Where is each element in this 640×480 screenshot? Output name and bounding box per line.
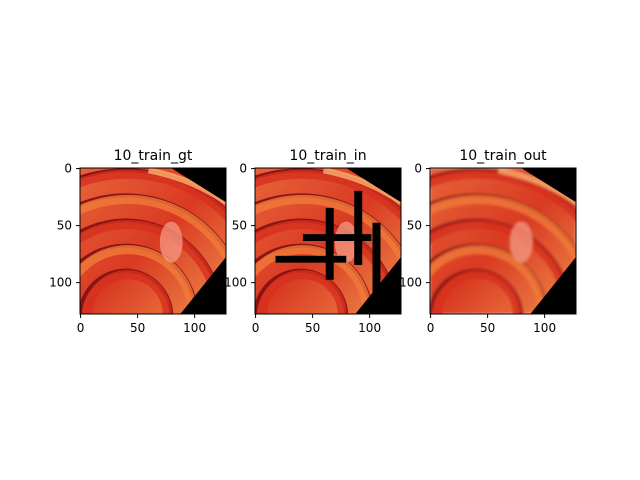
x-tick-label: 50 (480, 321, 495, 335)
mask-stroke (372, 222, 381, 314)
y-tick-label: 100 (49, 276, 72, 290)
y-tick-label: 50 (407, 219, 422, 233)
x-tick-label: 0 (252, 321, 260, 335)
x-tick-label: 0 (77, 321, 85, 335)
slice-flesh (255, 169, 401, 222)
slice-flesh (80, 219, 222, 314)
slice-flesh (433, 270, 522, 314)
corner-fill-top-right (521, 168, 576, 203)
y-tick-label: 100 (399, 276, 422, 290)
axes-frame (254, 167, 402, 315)
x-tick-label: 50 (305, 321, 320, 335)
pale-patch (334, 221, 358, 263)
x-tick-label: 0 (427, 321, 435, 335)
x-tick-label: 100 (183, 321, 206, 335)
axes-frame (429, 167, 577, 315)
slice-flesh (430, 219, 572, 314)
axes-frame (79, 167, 227, 315)
image-panel-2: 10_train_in 0 0 50 50 100 100 (224, 148, 402, 335)
mask-stroke (354, 190, 363, 265)
slice-flesh (430, 245, 547, 314)
pale-patch (509, 221, 533, 263)
slice-flesh (255, 219, 397, 314)
slice-flesh (255, 245, 372, 314)
pale-patch (159, 221, 183, 263)
slice-flesh (83, 270, 172, 314)
fruit-image (80, 168, 226, 314)
slice-flesh (430, 169, 576, 222)
y-tick-label: 0 (64, 162, 72, 176)
corner-fill-top-right (346, 168, 401, 203)
slice-flesh (430, 194, 576, 265)
mask-stroke (275, 255, 347, 263)
panel-title: 10_train_out (459, 148, 547, 164)
mask-stroke (325, 207, 334, 280)
slice-flesh (80, 194, 226, 265)
x-tick-label: 100 (358, 321, 381, 335)
slice-flesh (80, 245, 197, 314)
y-tick-label: 0 (239, 162, 247, 176)
slice-flesh (255, 194, 401, 265)
mask-stroke (302, 234, 372, 241)
corner-fill-bottom-right (530, 256, 576, 314)
image-panel-3: 10_train_out 0 0 50 50 100 100 (399, 148, 577, 335)
slice-flesh (258, 270, 347, 314)
panel-title: 10_train_in (289, 148, 366, 164)
corner-fill-top-right (171, 168, 226, 203)
fruit-image (430, 168, 576, 314)
y-tick-label: 0 (414, 162, 422, 176)
x-tick-label: 100 (533, 321, 556, 335)
panel-title: 10_train_gt (114, 148, 193, 164)
slice-flesh (80, 169, 226, 222)
y-tick-label: 50 (232, 219, 247, 233)
corner-fill-bottom-right (180, 256, 226, 314)
image-panel-1: 10_train_gt 0 0 50 50 100 100 (49, 148, 227, 335)
y-tick-label: 100 (224, 276, 247, 290)
x-tick-label: 50 (130, 321, 145, 335)
fruit-image (255, 168, 401, 314)
y-tick-label: 50 (57, 219, 72, 233)
